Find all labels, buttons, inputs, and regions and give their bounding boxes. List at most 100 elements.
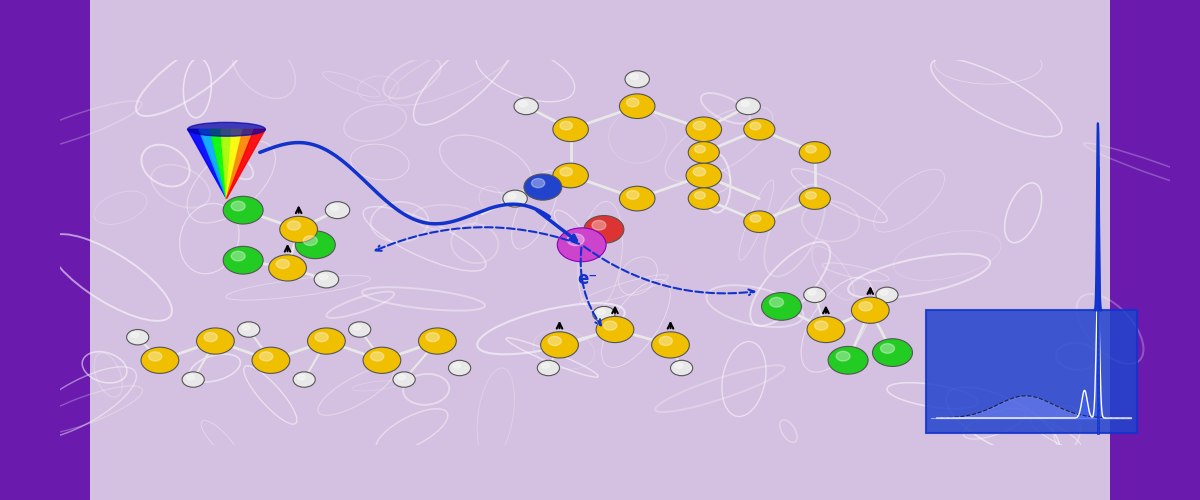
Circle shape [619,186,655,211]
Text: e⁻: e⁻ [577,270,598,288]
Circle shape [740,100,750,106]
Circle shape [238,322,260,337]
Circle shape [295,231,335,258]
Circle shape [127,330,149,345]
Ellipse shape [187,122,265,136]
Polygon shape [227,130,244,198]
Circle shape [142,347,179,374]
Circle shape [232,251,245,261]
Circle shape [619,94,655,118]
Circle shape [836,352,850,361]
Circle shape [307,328,346,354]
Circle shape [799,142,830,163]
Circle shape [769,298,784,307]
Circle shape [852,297,889,324]
Circle shape [604,321,617,330]
Circle shape [804,287,826,302]
Circle shape [598,309,605,314]
Circle shape [182,372,204,387]
Circle shape [426,332,439,342]
Polygon shape [227,130,254,198]
Circle shape [514,98,539,114]
Circle shape [394,372,415,387]
Circle shape [805,146,816,153]
Circle shape [828,346,868,374]
Circle shape [538,360,559,376]
Polygon shape [227,130,265,198]
Circle shape [149,352,162,361]
Circle shape [881,290,888,295]
Circle shape [808,316,845,342]
Circle shape [548,336,562,345]
Circle shape [325,202,349,218]
Circle shape [287,221,300,230]
Circle shape [314,271,338,288]
Circle shape [695,192,706,199]
Circle shape [524,174,562,200]
Circle shape [560,122,572,130]
Circle shape [808,290,816,295]
Circle shape [626,190,638,199]
Circle shape [881,344,894,353]
Circle shape [419,328,456,354]
Circle shape [232,201,245,211]
Polygon shape [187,130,227,198]
Circle shape [626,98,638,107]
Circle shape [553,117,588,141]
Circle shape [269,255,306,281]
Polygon shape [210,130,227,198]
Circle shape [259,352,272,361]
Circle shape [694,122,706,130]
Circle shape [859,302,872,311]
Circle shape [541,332,578,358]
Circle shape [689,142,719,163]
Circle shape [319,274,328,280]
Circle shape [736,98,761,114]
Circle shape [671,360,692,376]
Circle shape [694,168,706,176]
Circle shape [876,287,898,302]
Circle shape [750,122,761,130]
Circle shape [695,146,706,153]
Circle shape [276,260,289,268]
Circle shape [204,332,217,342]
FancyBboxPatch shape [926,310,1136,434]
Circle shape [744,118,775,140]
Circle shape [353,324,361,330]
Circle shape [532,178,545,188]
Circle shape [659,336,672,345]
Polygon shape [199,130,227,198]
Circle shape [452,363,461,368]
Circle shape [293,372,316,387]
Circle shape [750,214,761,222]
Circle shape [560,168,572,176]
Circle shape [584,216,624,244]
Circle shape [223,246,263,274]
Circle shape [686,117,721,141]
Circle shape [223,196,263,224]
Circle shape [449,360,470,376]
Circle shape [553,163,588,188]
Circle shape [304,236,317,246]
Circle shape [316,332,329,342]
Circle shape [593,306,616,322]
Circle shape [744,211,775,233]
Circle shape [131,332,139,338]
Circle shape [503,190,527,207]
Circle shape [541,363,550,368]
Circle shape [592,220,606,230]
Circle shape [625,71,649,88]
Polygon shape [221,130,232,198]
Circle shape [872,338,912,366]
Circle shape [674,363,683,368]
Circle shape [508,193,516,199]
Circle shape [686,163,721,188]
Circle shape [568,234,584,245]
Circle shape [652,332,689,358]
Circle shape [815,321,828,330]
Circle shape [330,204,338,210]
Circle shape [252,347,289,374]
Circle shape [762,292,802,320]
Circle shape [630,74,638,80]
Circle shape [557,228,606,262]
